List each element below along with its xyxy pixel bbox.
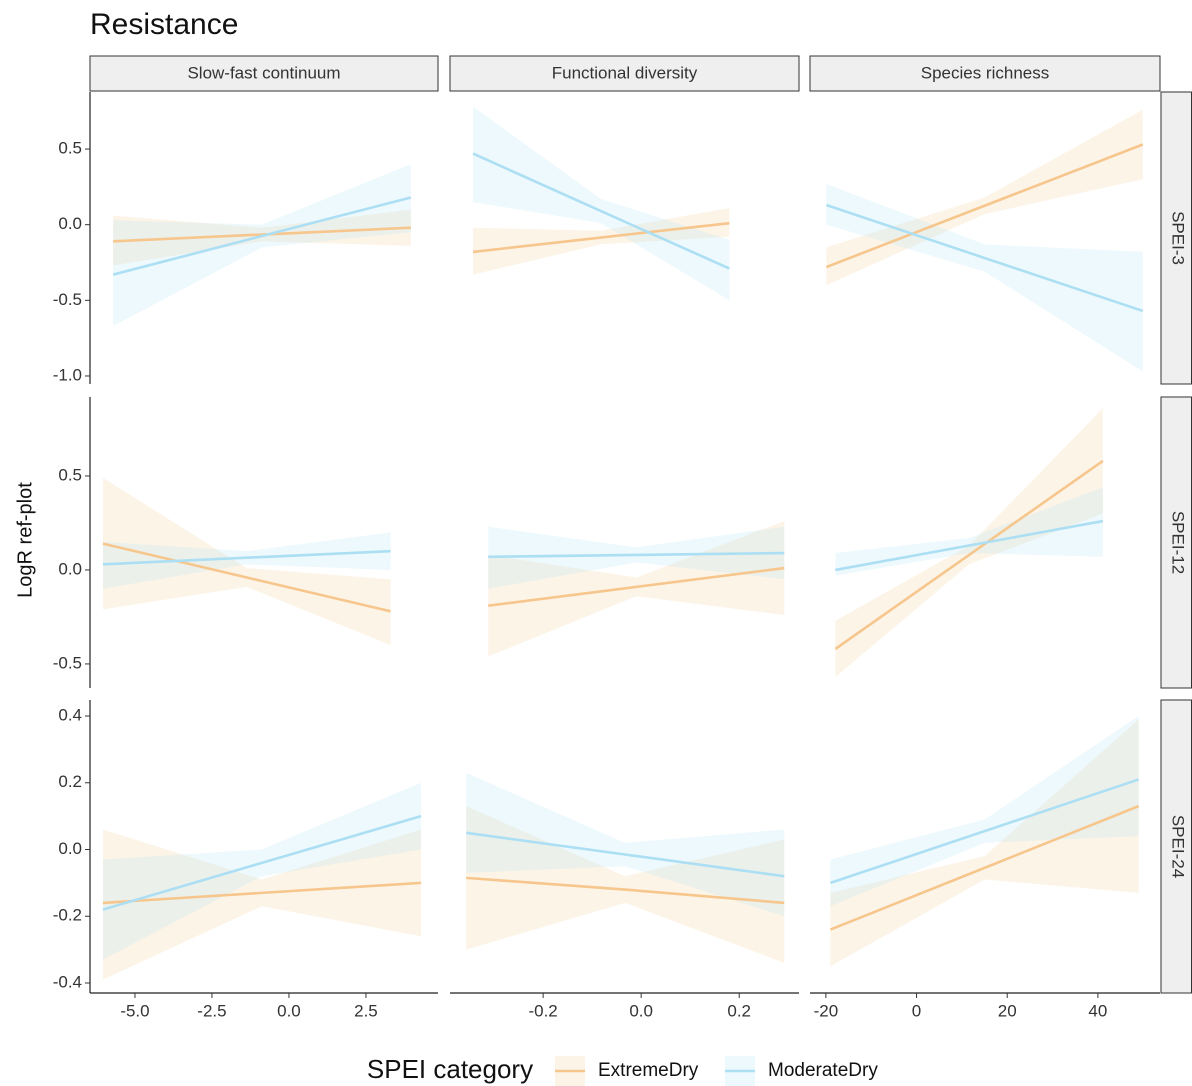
confidence-ribbon: [835, 408, 1103, 678]
column-strip-label: Slow-fast continuum: [187, 63, 340, 82]
fit-line: [835, 519, 1104, 572]
y-tick-label: 0.0: [58, 839, 82, 858]
fit-line: [829, 778, 1140, 885]
fit-line: [472, 152, 730, 270]
row-strip-label: SPEI-3: [1169, 211, 1188, 265]
fit-line: [102, 814, 422, 911]
fit-line: [112, 196, 412, 276]
chart-title: Resistance: [90, 8, 238, 41]
row-strip-label: SPEI-12: [1169, 511, 1188, 574]
y-tick-label: 0.4: [58, 706, 82, 725]
fit-line: [488, 551, 785, 559]
column-strip: [809, 55, 1161, 92]
fit-line: [466, 831, 785, 878]
confidence-ribbon: [835, 487, 1103, 576]
confidence-ribbon: [113, 209, 411, 266]
y-tick-label: 0.0: [58, 214, 82, 233]
x-tick-label: -5.0: [120, 1001, 149, 1020]
fit-line: [102, 881, 422, 905]
fit-line: [825, 203, 1144, 313]
confidence-ribbon: [473, 106, 730, 301]
fit-line: [825, 143, 1144, 269]
fit-line: [472, 221, 730, 254]
confidence-ribbon: [466, 806, 785, 963]
fit-line: [466, 876, 785, 905]
confidence-ribbon: [830, 719, 1139, 967]
fit-line: [102, 549, 391, 566]
fit-line: [102, 542, 391, 613]
x-tick-label: 20: [998, 1001, 1017, 1020]
x-tick-label: 0.0: [277, 1001, 301, 1020]
confidence-ribbon: [830, 716, 1139, 907]
x-tick-label: -20: [814, 1001, 839, 1020]
fit-line: [834, 459, 1104, 650]
column-strip: [89, 55, 439, 92]
confidence-ribbon: [488, 526, 785, 589]
confidence-ribbon: [102, 477, 391, 646]
row-strip: [1160, 396, 1192, 689]
row-strip-label: SPEI-24: [1169, 815, 1188, 878]
confidence-ribbon: [473, 208, 730, 275]
confidence-ribbon: [466, 772, 785, 917]
y-tick-label: -1.0: [53, 365, 82, 384]
fit-line: [829, 804, 1140, 931]
y-tick-label: 0.5: [58, 139, 82, 158]
confidence-ribbon: [102, 532, 391, 589]
y-tick-label: -0.5: [53, 290, 82, 309]
column-strip-label: Species richness: [921, 63, 1050, 82]
legend-label: ModerateDry: [768, 1060, 878, 1081]
x-tick-label: 0.0: [629, 1001, 653, 1020]
y-tick-label: 0.0: [58, 559, 82, 578]
fit-line: [488, 566, 785, 607]
confidence-ribbon: [826, 109, 1143, 286]
fit-line: [113, 226, 411, 243]
column-strip-label: Functional diversity: [552, 63, 698, 82]
x-tick-label: 40: [1088, 1001, 1107, 1020]
x-tick-label: 0.2: [727, 1001, 751, 1020]
legend-title: SPEI category: [367, 1054, 533, 1084]
y-tick-label: 0.5: [58, 465, 82, 484]
confidence-ribbon: [113, 164, 411, 327]
row-strip: [1160, 699, 1192, 994]
y-tick-label: -0.5: [53, 653, 82, 672]
y-axis-label: LogR ref-plot: [14, 482, 36, 598]
y-tick-label: -0.2: [53, 906, 82, 925]
confidence-ribbon: [102, 782, 422, 960]
x-tick-label: -0.2: [528, 1001, 557, 1020]
confidence-ribbon: [102, 829, 422, 980]
y-tick-label: -0.4: [53, 972, 82, 991]
column-strip: [449, 55, 800, 92]
y-tick-label: 0.2: [58, 772, 82, 791]
x-tick-label: 0: [912, 1001, 921, 1020]
legend-label: ExtremeDry: [598, 1060, 699, 1081]
x-tick-label: -2.5: [197, 1001, 226, 1020]
x-tick-label: 2.5: [354, 1001, 378, 1020]
